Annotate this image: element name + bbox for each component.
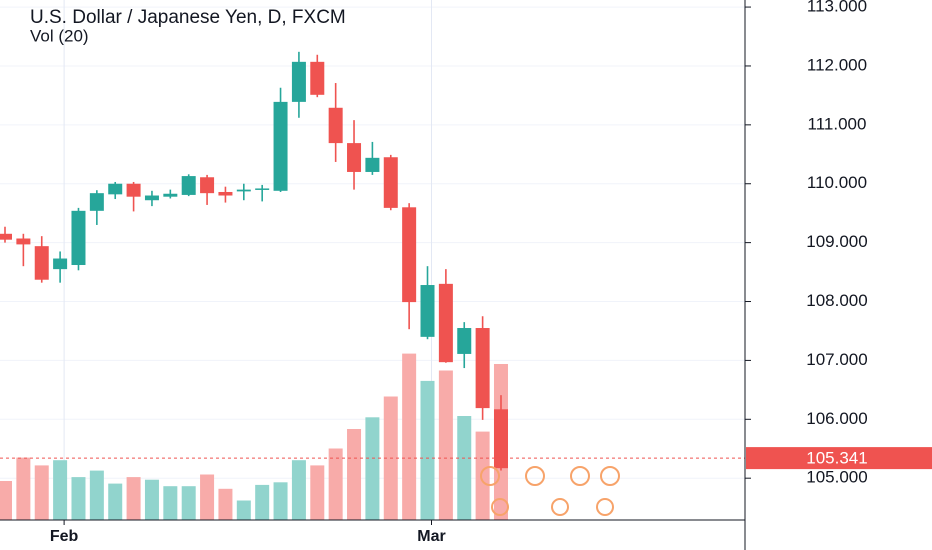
x-tick-label: Feb — [50, 528, 79, 545]
x-tick-label: Mar — [417, 528, 445, 545]
volume-bar — [420, 380, 435, 520]
candle-body — [34, 246, 49, 280]
candle-body — [420, 285, 435, 337]
candle-body — [365, 157, 380, 172]
candle-body — [493, 409, 508, 469]
candle-body — [108, 183, 123, 195]
volume-bar — [438, 370, 453, 520]
candle-body — [126, 183, 141, 197]
candle-body — [402, 207, 417, 303]
volume-bar — [0, 481, 12, 520]
volume-bar — [34, 465, 49, 520]
candle-body — [163, 193, 178, 197]
event-icon — [491, 498, 509, 516]
volume-bar — [402, 353, 417, 520]
volume-bar — [236, 500, 251, 520]
y-tick-label: 109.000 — [806, 232, 867, 251]
volume-bar — [108, 483, 123, 520]
volume-bar — [457, 416, 472, 520]
volume-bar — [347, 429, 362, 520]
volume-bar — [126, 477, 141, 520]
y-tick-label: 112.000 — [807, 55, 867, 74]
volume-bar — [291, 460, 306, 520]
candle-body — [438, 283, 453, 363]
y-tick-label: 107.000 — [806, 350, 867, 369]
y-tick-label: 105.000 — [806, 468, 867, 487]
candle-body — [16, 238, 31, 245]
event-icon — [525, 466, 545, 486]
volume-bar — [163, 486, 178, 520]
candle-body — [310, 61, 325, 95]
chart-title: U.S. Dollar / Japanese Yen, D, FXCM — [30, 7, 346, 28]
last-price-badge — [746, 447, 932, 470]
y-tick-label: 113.000 — [807, 0, 867, 16]
candle-body — [328, 107, 343, 144]
y-tick-label: 106.000 — [806, 409, 867, 428]
candle-body — [53, 258, 68, 270]
volume-bar — [200, 474, 215, 520]
candle-body — [291, 61, 306, 102]
candle-body — [144, 195, 159, 201]
candle-body — [0, 233, 12, 240]
last-price-label: 105.341 — [806, 449, 867, 468]
candle-body — [181, 176, 196, 195]
volume-bar — [181, 486, 196, 520]
volume-title: Vol (20) — [30, 26, 89, 45]
candle-body — [236, 189, 251, 192]
volume-bar — [218, 488, 233, 520]
volume-bar — [16, 457, 31, 520]
event-icon — [551, 498, 569, 516]
volume-bar — [144, 479, 159, 520]
candle-body — [347, 143, 362, 172]
candle-body — [457, 328, 472, 354]
volume-bar — [475, 431, 490, 520]
volume-bar — [273, 482, 288, 520]
candle-body — [273, 101, 288, 191]
candle-body — [255, 188, 270, 190]
volume-bar — [71, 477, 86, 520]
volume-bar — [53, 460, 68, 520]
candle-body — [383, 157, 398, 208]
y-tick-label: 110.000 — [807, 173, 867, 192]
event-icon — [600, 466, 620, 486]
volume-bar — [365, 417, 380, 520]
volume-bar — [310, 465, 325, 520]
candle-body — [89, 193, 104, 211]
candle-body — [475, 328, 490, 409]
candle-body — [218, 191, 233, 196]
event-icon — [596, 498, 614, 516]
event-icon — [480, 466, 500, 486]
candle-body — [200, 177, 215, 194]
event-icon — [570, 466, 590, 486]
volume-bar — [255, 484, 270, 520]
volume-bar — [89, 470, 104, 520]
volume-bar — [328, 448, 343, 520]
y-tick-label: 108.000 — [806, 291, 867, 310]
candle-body — [71, 210, 86, 266]
y-tick-label: 111.000 — [808, 114, 867, 133]
